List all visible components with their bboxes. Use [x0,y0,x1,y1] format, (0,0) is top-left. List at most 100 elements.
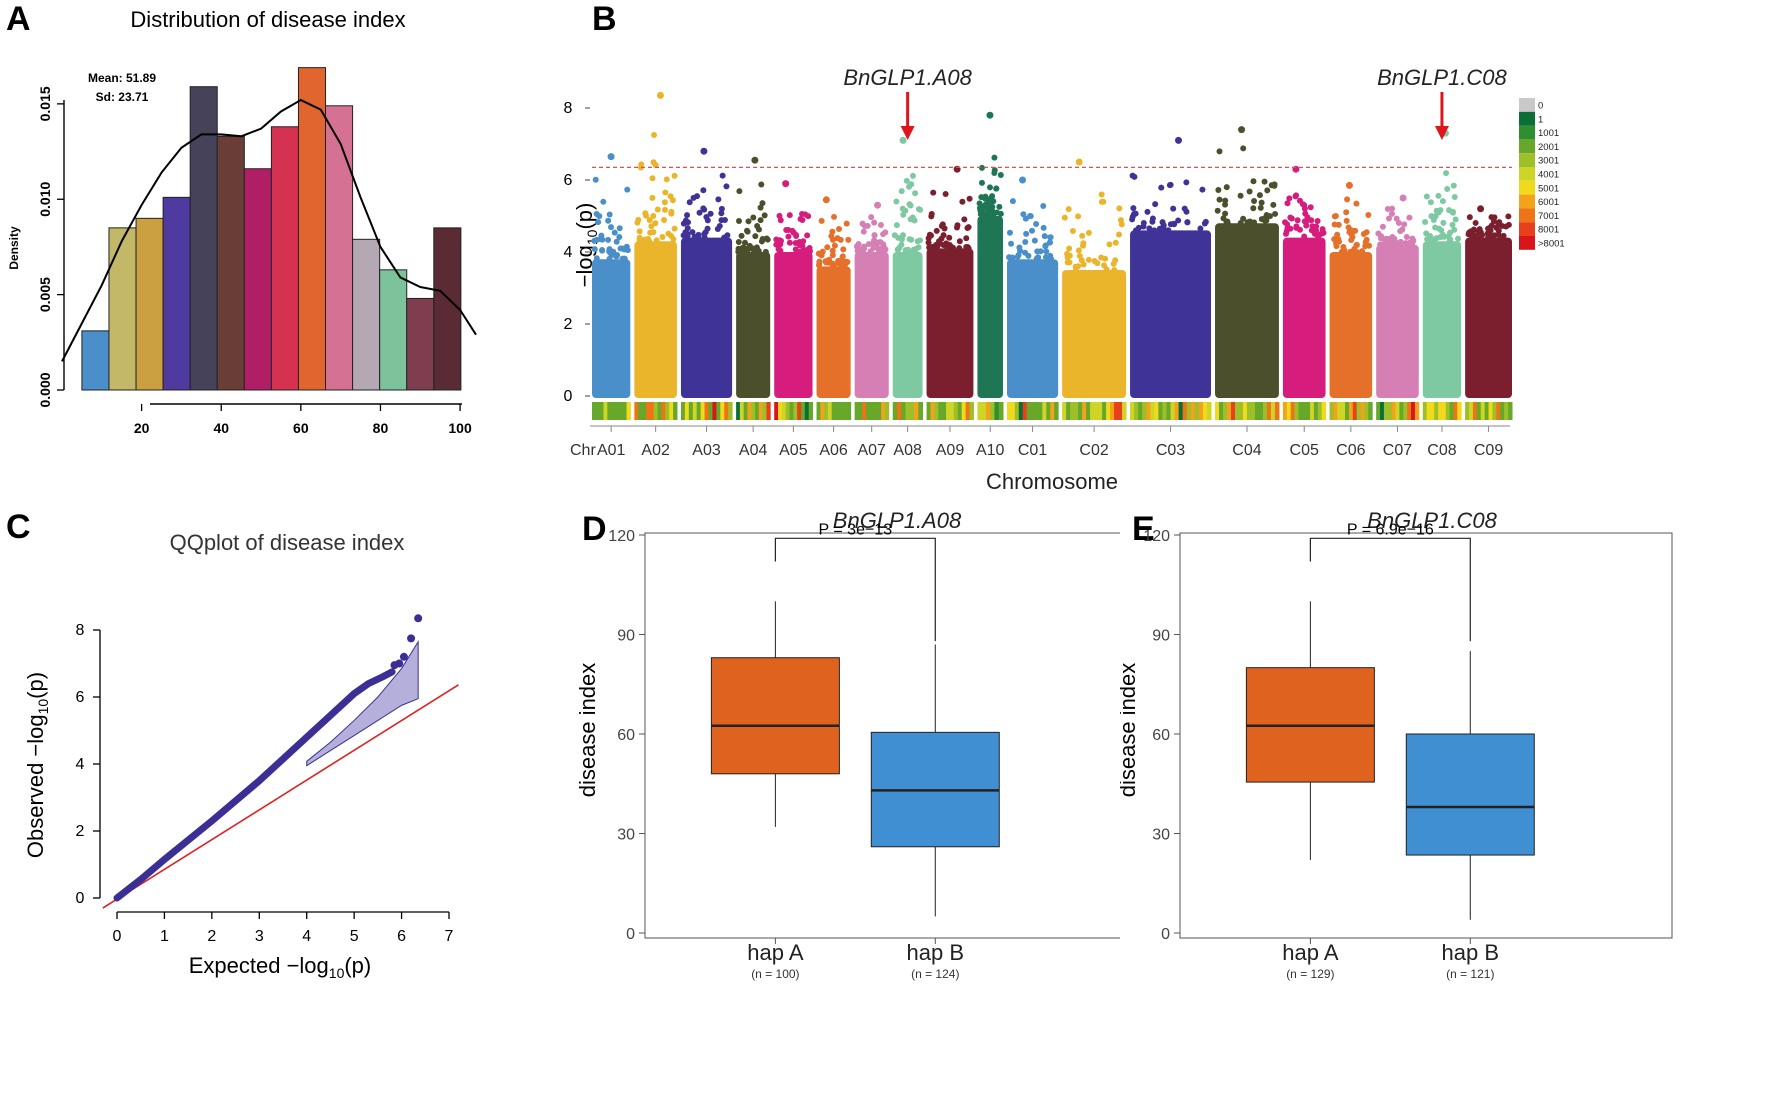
snp-density-cell [747,402,752,420]
snp-point [1042,254,1049,261]
significance-bracket [774,537,936,642]
snp-point [1026,213,1033,220]
snp-density-cell [985,402,991,420]
snp-point [696,209,703,216]
snp-density-cell [1368,402,1373,420]
y-tick-label: 4 [564,244,573,261]
snp-point [1175,217,1182,224]
snp-point [1286,195,1293,202]
snp-point [1080,240,1087,247]
snp-density-cell [1198,402,1204,420]
chromosome-snp-block [1329,252,1373,398]
y-tick-label: 0 [626,926,635,943]
snp-point [1116,205,1123,212]
snp-point [650,159,657,166]
snp-point [1363,236,1370,243]
snp-point [906,183,913,190]
snp-point [1284,200,1291,207]
snp-density-cell [755,402,760,420]
snp-point [1129,216,1136,223]
snp-density-cell [1158,402,1163,420]
histogram-bar [81,330,110,391]
snp-point [978,179,985,186]
snp-point [1308,217,1315,224]
chromosome-snp-block [816,266,851,398]
legend-swatch [1519,125,1535,140]
snp-density-cell [977,402,983,420]
snp-point [661,199,668,206]
snp-density-cell [1453,402,1458,420]
snp-point [917,206,924,213]
snp-point [978,164,985,171]
snp-density-cell [824,402,829,420]
snp-density-cell [724,402,729,420]
snp-point [1451,193,1458,200]
snp-point [991,170,998,177]
snp-density-cell [1449,402,1454,420]
snp-density-cell [793,402,798,420]
snp-point [778,237,785,244]
snp-point [868,214,875,221]
snp-point [1474,233,1481,240]
snp-point [785,233,792,240]
snp-point [1288,215,1295,222]
x-tick-label: 7 [445,928,454,945]
snp-point [668,232,675,239]
y-tick-label: 0 [76,890,85,907]
snp-density-cell [1341,402,1346,420]
snp-point [1094,260,1101,267]
panel-label-a: A [6,0,31,38]
snp-point [715,196,722,203]
snp-point [1435,209,1442,216]
snp-density-cell [1472,402,1478,420]
snp-point [1103,266,1110,273]
x-tick-label: A09 [936,442,965,459]
snp-point [1472,219,1479,226]
histogram-bar [297,67,327,391]
legend-label: 5001 [1538,183,1559,194]
snp-point [906,201,913,208]
y-tick-label: 2 [76,823,85,840]
snp-density-cell [1399,402,1404,420]
peak-snp-point [607,153,615,161]
snp-point [1340,244,1347,251]
chart-title: QQplot of disease index [170,530,405,555]
snp-point [799,248,806,255]
snp-point [596,213,603,220]
snp-point [1338,248,1345,255]
snp-point [744,245,751,252]
snp-density-cell [1476,402,1482,420]
snp-density-cell [758,402,764,420]
chromosome-snp-block [1130,230,1212,398]
chromosome-snp-block [1062,270,1127,398]
snp-density-cell [1094,402,1099,420]
snp-point [790,229,797,236]
annotation-arrow-head [1434,126,1449,140]
snp-point [650,229,657,236]
snp-point [859,220,866,227]
snp-density-cell [696,402,702,420]
snp-point [1240,145,1247,152]
y-tick-label: 6 [76,689,85,706]
histogram-bar [325,105,354,391]
snp-point [1098,254,1105,261]
box [1405,733,1535,856]
snp-density-cell [896,402,902,420]
snp-density-cell [905,402,911,420]
snp-density-cell [1215,402,1220,420]
snp-point [1098,198,1105,205]
snp-point [1149,218,1156,225]
snp-point [735,238,742,245]
x-tick-label: 40 [213,420,229,436]
snp-point [683,233,690,240]
snp-point [894,246,901,253]
snp-density-cell [1062,402,1067,420]
snp-point [1116,231,1123,238]
snp-density-cell [801,402,806,420]
y-tick-label: 0 [1161,926,1170,943]
snp-density-cell [1488,402,1493,420]
snp-density-cell [869,402,875,420]
snp-point [1294,217,1301,224]
snp-point [1131,173,1138,180]
snp-point [1069,227,1076,234]
